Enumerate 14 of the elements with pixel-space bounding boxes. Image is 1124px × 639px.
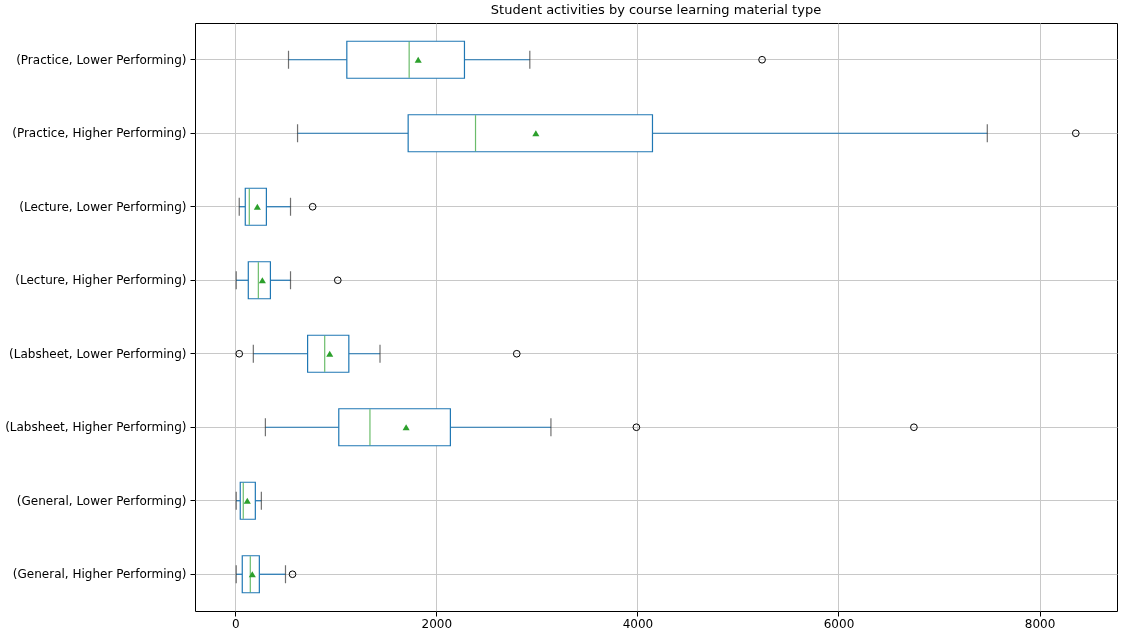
x-tick-label: 0: [231, 616, 240, 631]
y-tick-label: (General, Higher Performing): [12, 567, 187, 582]
y-tick-label: (Labsheet, Higher Performing): [5, 420, 187, 435]
y-tick-label: (Lecture, Lower Performing): [19, 199, 187, 214]
y-tick-label: (Practice, Lower Performing): [16, 52, 187, 67]
y-tick-label: (Practice, Higher Performing): [12, 126, 187, 141]
x-tick-label: 4000: [622, 616, 654, 631]
x-tick-label: 8000: [1024, 616, 1056, 631]
x-tick-label: 6000: [823, 616, 855, 631]
chart-title: Student activities by course learning material type: [490, 2, 822, 17]
y-tick-label: (Labsheet, Lower Performing): [9, 346, 187, 361]
y-tick-label: (General, Lower Performing): [16, 493, 187, 508]
x-tick-label: 2000: [421, 616, 453, 631]
y-tick-label: (Lecture, Higher Performing): [15, 273, 187, 288]
